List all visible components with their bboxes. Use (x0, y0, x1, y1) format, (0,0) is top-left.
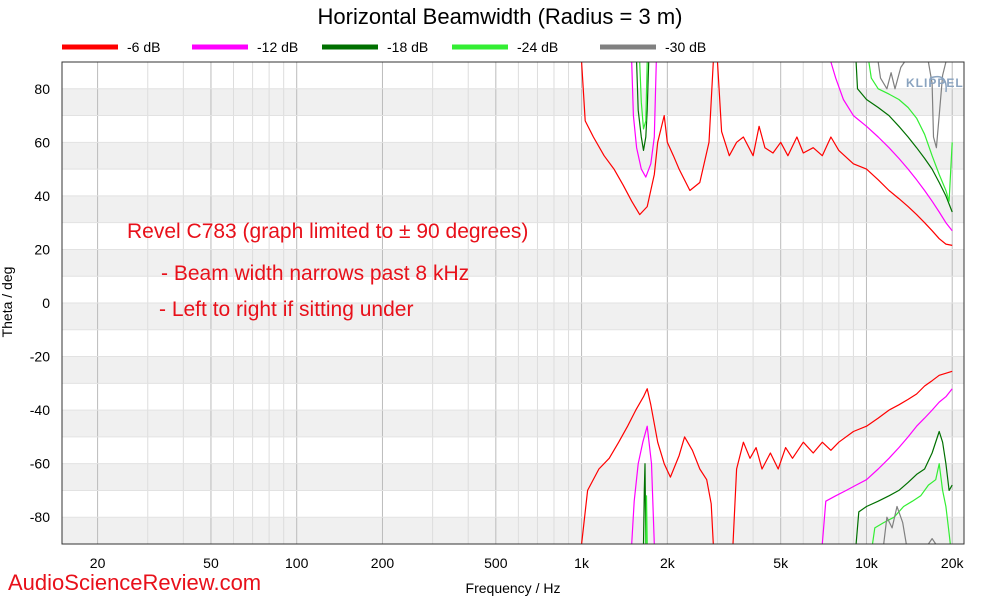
x-tick-labels: 20 50 100 200 500 1k 2k 5k 10k 20k (90, 555, 965, 571)
y-tick-label: -40 (30, 402, 50, 418)
legend-label: -12 dB (257, 39, 298, 55)
series-line (636, 61, 650, 151)
series-line (927, 61, 947, 149)
series-line (631, 61, 657, 178)
series-line (830, 61, 953, 232)
series-3 (636, 61, 953, 545)
plot-lines (581, 61, 953, 545)
x-tick-label: 50 (203, 555, 219, 571)
band (62, 303, 964, 330)
series-line (927, 537, 937, 545)
series-1 (581, 61, 953, 545)
series-line (732, 370, 953, 545)
series-line (871, 463, 951, 545)
band (62, 517, 964, 544)
x-tick-label: 100 (285, 555, 309, 571)
series-line (581, 61, 714, 216)
plot-frame (61, 61, 965, 545)
x-tick-label: 10k (855, 555, 879, 571)
series-line (581, 388, 714, 545)
annotation-line-1: - Beam width narrows past 8 kHz (161, 262, 469, 285)
legend-label: -30 dB (665, 39, 706, 55)
series-line (868, 61, 953, 202)
x-tick-label: 2k (660, 555, 676, 571)
x-tick-label: 1k (574, 555, 590, 571)
series-4 (639, 61, 953, 545)
y-tick-label: 0 (42, 295, 50, 311)
y-tick-label: -60 (30, 456, 50, 472)
y-tick-label: 40 (34, 188, 50, 204)
band (62, 356, 964, 384)
y-tick-label: 80 (34, 81, 50, 97)
x-tick-label: 20k (941, 555, 965, 571)
band (62, 195, 964, 223)
band (62, 249, 964, 277)
y-axis-label: Theta / deg (0, 267, 15, 338)
chart-title: Horizontal Beamwidth (Radius = 3 m) (318, 4, 683, 29)
klippel-logo-arc (929, 75, 947, 93)
series-5 (877, 61, 947, 545)
y-tick-label: 60 (34, 134, 50, 150)
series-line (883, 505, 907, 545)
series-line (642, 463, 647, 545)
y-tick-label: -20 (30, 349, 50, 365)
annotation-line-2: - Left to right if sitting under (159, 298, 413, 321)
x-tick-label: 5k (773, 555, 789, 571)
watermark-text: AudioScienceReview.com (8, 570, 261, 595)
annotation-title: Revel C783 (graph limited to ± 90 degree… (127, 220, 528, 243)
series-line (639, 61, 648, 130)
klippel-logo-text: KLIPPEL (906, 76, 964, 90)
series-line (716, 61, 953, 246)
series-line (855, 61, 953, 213)
band (62, 88, 964, 116)
series-line (645, 495, 648, 545)
series-2 (631, 61, 953, 545)
y-tick-labels: 80 60 40 20 0 -20 -40 -60 -80 (30, 81, 50, 525)
legend-label: -24 dB (517, 39, 558, 55)
series-line (877, 61, 905, 90)
legend-label: -6 dB (127, 39, 160, 55)
x-tick-label: 20 (90, 555, 106, 571)
series-line (855, 430, 953, 545)
band (62, 410, 964, 437)
legend: -6 dB -12 dB -18 dB -24 dB -30 dB (62, 39, 706, 55)
series-line (821, 388, 953, 545)
y-tick-label: 20 (34, 241, 50, 257)
x-axis-label: Frequency / Hz (466, 580, 561, 596)
x-tick-label: 500 (484, 555, 508, 571)
x-tick-label: 200 (371, 555, 395, 571)
series-line (631, 425, 655, 545)
band (62, 142, 964, 170)
band (62, 463, 964, 491)
klippel-logo: KLIPPEL (906, 75, 964, 93)
y-tick-label: -80 (30, 509, 50, 525)
background-bands (62, 88, 964, 544)
legend-label: -18 dB (387, 39, 428, 55)
